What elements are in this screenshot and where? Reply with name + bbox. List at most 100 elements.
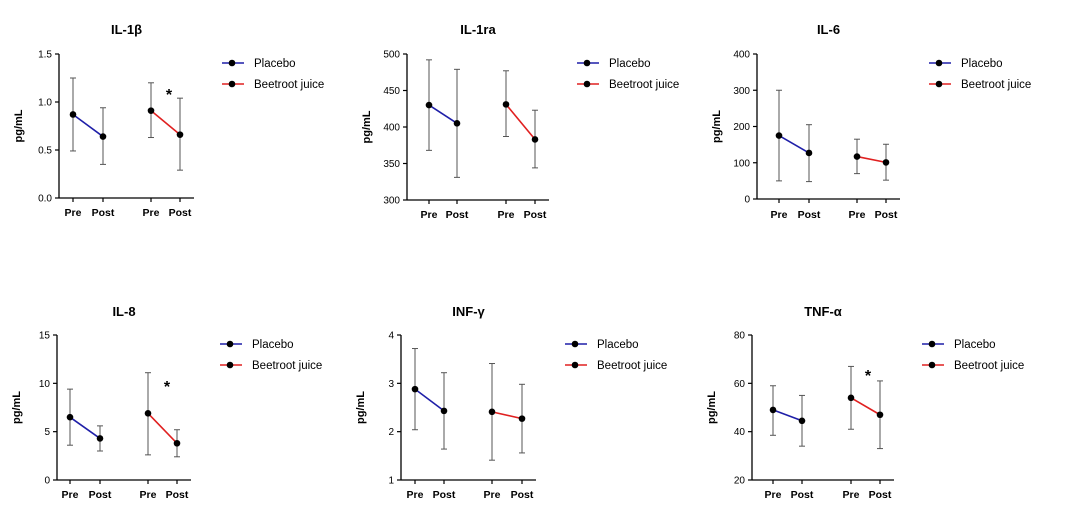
y-tick-label: 200 <box>733 122 750 133</box>
y-tick-label: 500 <box>383 50 400 61</box>
x-tick-label: Post <box>166 489 189 501</box>
legend-marker <box>583 80 591 88</box>
x-tick-label: Post <box>446 209 469 221</box>
series-line <box>778 134 810 154</box>
x-tick-label: Pre <box>421 209 438 221</box>
data-point <box>144 410 152 417</box>
series-line <box>150 110 181 136</box>
legend-label: Beetroot juice <box>254 79 324 91</box>
y-tick-label: 0.0 <box>38 194 52 205</box>
x-tick-label: Post <box>89 489 112 501</box>
chart-panel-5: INF-γ pg/mL 1 2 3 4 Pre Post Pre Post Placebo Beetr… <box>355 304 667 501</box>
y-tick-label: 450 <box>383 86 400 97</box>
series-beetroot-juice <box>502 70 539 169</box>
legend: Placebo Beetroot juice <box>222 58 324 91</box>
y-tick-label: 80 <box>734 331 746 342</box>
data-point <box>69 111 77 118</box>
data-point <box>96 435 104 442</box>
x-tick-label: Post <box>798 209 821 221</box>
series-placebo <box>411 348 448 450</box>
data-point <box>882 159 890 166</box>
chart-title: INF-γ <box>452 304 485 319</box>
legend-label: Beetroot juice <box>961 79 1031 91</box>
legend-label: Placebo <box>961 58 1003 70</box>
legend-label: Beetroot juice <box>954 360 1024 372</box>
data-point <box>805 149 813 157</box>
x-tick-label: Pre <box>771 209 788 221</box>
y-tick-label: 1 <box>388 476 394 487</box>
legend-label: Beetroot juice <box>252 360 322 372</box>
data-point <box>99 133 107 140</box>
series-line <box>72 113 104 138</box>
chart-title: IL-8 <box>112 304 135 319</box>
y-tick-label: 350 <box>383 159 400 170</box>
x-tick-label: Post <box>92 207 115 219</box>
series-beetroot-juice <box>847 365 884 450</box>
y-axis-label: pg/mL <box>711 110 723 143</box>
y-tick-label: 15 <box>39 331 51 342</box>
y-tick-label: 400 <box>733 50 750 61</box>
series-placebo <box>66 388 104 452</box>
chart-panel-6: TNF-α pg/mL 20 40 60 80 Pre Post Pre Post * Placebo… <box>706 304 1024 501</box>
x-tick-label: Post <box>169 207 192 219</box>
y-axis-label: pg/mL <box>355 391 367 424</box>
data-point <box>176 131 184 138</box>
chart-title: IL-1β <box>111 22 142 37</box>
legend-marker <box>935 59 943 67</box>
legend-marker <box>583 59 591 67</box>
x-tick-label: Pre <box>407 489 424 501</box>
x-tick-label: Pre <box>62 489 79 501</box>
legend-label: Beetroot juice <box>597 360 667 372</box>
data-point <box>411 385 419 393</box>
legend-label: Placebo <box>609 58 651 70</box>
legend: Placebo Beetroot juice <box>929 58 1031 91</box>
x-tick-label: Pre <box>849 209 866 221</box>
x-tick-label: Post <box>433 489 456 501</box>
y-tick-label: 0 <box>744 195 750 206</box>
legend: Placebo Beetroot juice <box>565 339 667 372</box>
data-point <box>518 415 526 422</box>
x-tick-label: Post <box>875 209 898 221</box>
series-placebo <box>775 89 813 183</box>
series-placebo <box>769 385 806 447</box>
legend-marker <box>571 340 579 348</box>
data-point <box>847 394 855 402</box>
legend: Placebo Beetroot juice <box>922 339 1024 372</box>
y-tick-label: 20 <box>734 476 746 487</box>
legend-label: Placebo <box>597 339 639 351</box>
legend-marker <box>228 59 236 67</box>
significance-marker: * <box>164 379 171 396</box>
series-line <box>69 416 101 440</box>
y-tick-label: 40 <box>734 427 746 438</box>
data-point <box>531 136 539 143</box>
series-line <box>856 155 887 164</box>
series-line <box>414 388 445 412</box>
chart-panel-4: IL-8 pg/mL 0 5 10 15 Pre Post Pre Post * Placebo Bee… <box>11 304 322 501</box>
y-tick-label: 1.5 <box>38 50 52 61</box>
y-tick-label: 5 <box>44 427 50 438</box>
legend-marker <box>226 361 234 369</box>
significance-marker: * <box>166 87 173 104</box>
series-beetroot-juice <box>853 138 890 181</box>
y-tick-label: 2 <box>388 427 394 438</box>
chart-title: TNF-α <box>804 304 842 319</box>
series-beetroot-juice <box>488 363 526 461</box>
chart-panel-3: IL-6 pg/mL 0 100 200 300 400 Pre Post Pre Post Plac… <box>711 22 1031 221</box>
data-point <box>453 120 461 127</box>
x-tick-label: Post <box>869 489 892 501</box>
series-line <box>147 412 178 444</box>
x-tick-label: Pre <box>843 489 860 501</box>
y-tick-label: 0 <box>44 476 50 487</box>
y-tick-label: 3 <box>388 379 394 390</box>
data-point <box>502 101 510 108</box>
series-line <box>772 409 803 422</box>
data-point <box>173 439 181 447</box>
data-point <box>876 411 884 419</box>
series-beetroot-juice <box>147 82 184 171</box>
chart-title: IL-1ra <box>460 22 496 37</box>
y-tick-label: 0.5 <box>38 146 52 157</box>
legend-marker <box>928 340 936 348</box>
data-point <box>425 101 433 109</box>
legend-label: Beetroot juice <box>609 79 679 91</box>
